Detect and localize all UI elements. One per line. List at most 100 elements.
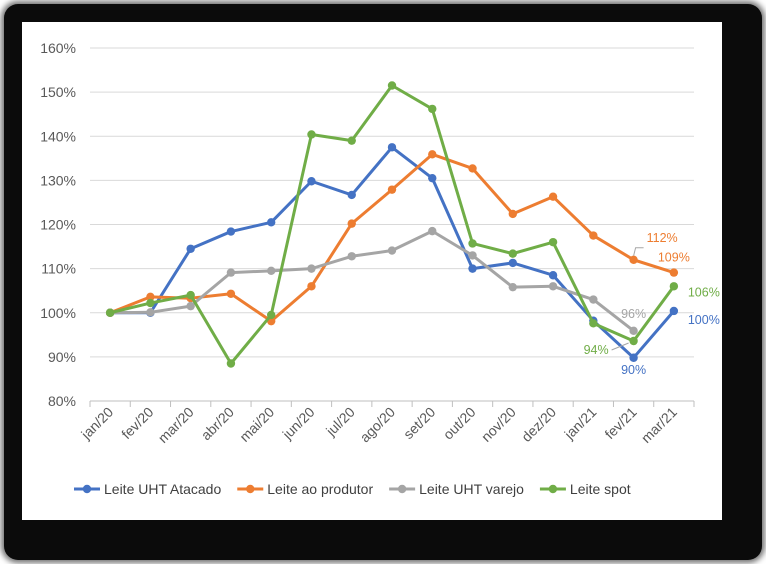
x-tick-label: mai/20 <box>236 404 277 445</box>
data-point <box>347 219 356 228</box>
data-point <box>548 237 558 247</box>
y-tick-label: 130% <box>40 172 76 188</box>
data-point <box>387 185 397 194</box>
data-point <box>186 290 195 300</box>
data-point <box>226 359 236 368</box>
data-point <box>669 306 679 316</box>
data-point <box>468 164 477 173</box>
data-point <box>146 292 155 302</box>
data-point <box>468 264 477 273</box>
data-point <box>428 173 437 183</box>
data-point <box>629 326 638 336</box>
x-tick-label: nov/20 <box>478 404 519 445</box>
data-point <box>428 104 437 114</box>
data-point <box>307 282 316 291</box>
data-label: 109% <box>658 251 690 265</box>
data-point <box>307 264 316 273</box>
data-point <box>508 249 517 258</box>
x-tick-label: mar/20 <box>155 404 197 446</box>
data-point <box>589 319 598 328</box>
data-label: 90% <box>621 363 646 377</box>
data-point <box>428 226 437 236</box>
gridlines <box>90 47 694 402</box>
x-tick-label: out/20 <box>440 404 479 443</box>
data-point <box>387 81 397 90</box>
data-point <box>548 282 558 291</box>
x-tick-label: fev/21 <box>601 404 639 442</box>
data-point <box>669 268 679 277</box>
legend: Leite UHT Atacado Leite ao produtor Leite … <box>74 481 631 497</box>
y-tick-label: 90% <box>48 349 76 365</box>
data-point <box>307 177 316 186</box>
x-tick-label: dez/20 <box>518 404 559 445</box>
label-leader-line <box>633 247 644 256</box>
y-axis-ticks: 80% 90% 100% 110% 120% 130% 140% 150% 160% <box>40 40 76 409</box>
data-point <box>508 282 517 292</box>
x-tick-label: jan/20 <box>77 404 116 443</box>
data-point <box>468 239 477 248</box>
data-point <box>186 244 195 253</box>
label-leader-line <box>611 342 629 351</box>
data-label: 106% <box>688 285 720 299</box>
x-tick-label: ago/20 <box>357 404 399 446</box>
x-tick-label: jan/21 <box>560 404 599 443</box>
data-point <box>589 231 598 240</box>
legend-swatch-marker <box>397 484 407 494</box>
legend-swatch-marker <box>246 484 255 494</box>
legend-swatch-marker <box>548 484 558 494</box>
data-labels: 112% 109% 96% 106% 100% 94% 90% <box>584 231 720 377</box>
data-point <box>347 252 356 261</box>
data-point <box>629 336 638 346</box>
data-point <box>347 136 356 145</box>
data-point <box>387 143 397 152</box>
x-tick-label: abr/20 <box>198 404 238 444</box>
data-point <box>548 192 558 201</box>
legend-label: Leite UHT Atacado <box>104 481 221 497</box>
series-group <box>105 81 679 368</box>
data-point <box>146 308 155 317</box>
data-point <box>629 353 638 362</box>
data-point <box>548 271 558 280</box>
x-tick-label: jun/20 <box>279 404 318 443</box>
data-label: 112% <box>647 231 678 245</box>
data-point <box>226 227 236 236</box>
data-point <box>186 301 195 311</box>
x-tick-label: fev/20 <box>118 404 156 442</box>
y-tick-label: 100% <box>40 305 76 321</box>
data-point <box>387 246 397 255</box>
data-label: 96% <box>621 307 646 321</box>
data-point <box>307 130 316 139</box>
x-tick-label: mar/21 <box>638 404 680 446</box>
legend-label: Leite UHT varejo <box>419 481 524 497</box>
data-point <box>428 150 437 159</box>
data-point <box>267 266 276 276</box>
data-point <box>105 308 115 317</box>
data-point <box>226 268 236 277</box>
y-tick-label: 160% <box>40 40 76 56</box>
x-tick-label: set/20 <box>400 404 438 442</box>
legend-label: Leite ao produtor <box>267 481 373 497</box>
data-label: 94% <box>584 343 609 357</box>
data-point <box>589 295 598 304</box>
series-line <box>110 229 635 333</box>
data-point <box>508 209 517 219</box>
data-point <box>226 289 236 298</box>
y-tick-label: 120% <box>40 217 76 233</box>
data-point <box>468 251 477 260</box>
data-point <box>508 258 517 268</box>
legend-label: Leite spot <box>570 481 631 497</box>
data-point <box>669 282 679 291</box>
data-point <box>267 218 276 227</box>
data-label: 100% <box>688 313 720 327</box>
chart-panel <box>22 22 722 520</box>
y-tick-label: 110% <box>41 261 76 277</box>
data-point <box>347 190 356 200</box>
y-tick-label: 140% <box>40 128 76 144</box>
x-tick-label: jul/20 <box>322 404 358 440</box>
data-point <box>629 255 638 264</box>
y-tick-label: 80% <box>48 393 76 409</box>
data-point <box>267 310 276 320</box>
legend-swatch-marker <box>82 484 92 494</box>
